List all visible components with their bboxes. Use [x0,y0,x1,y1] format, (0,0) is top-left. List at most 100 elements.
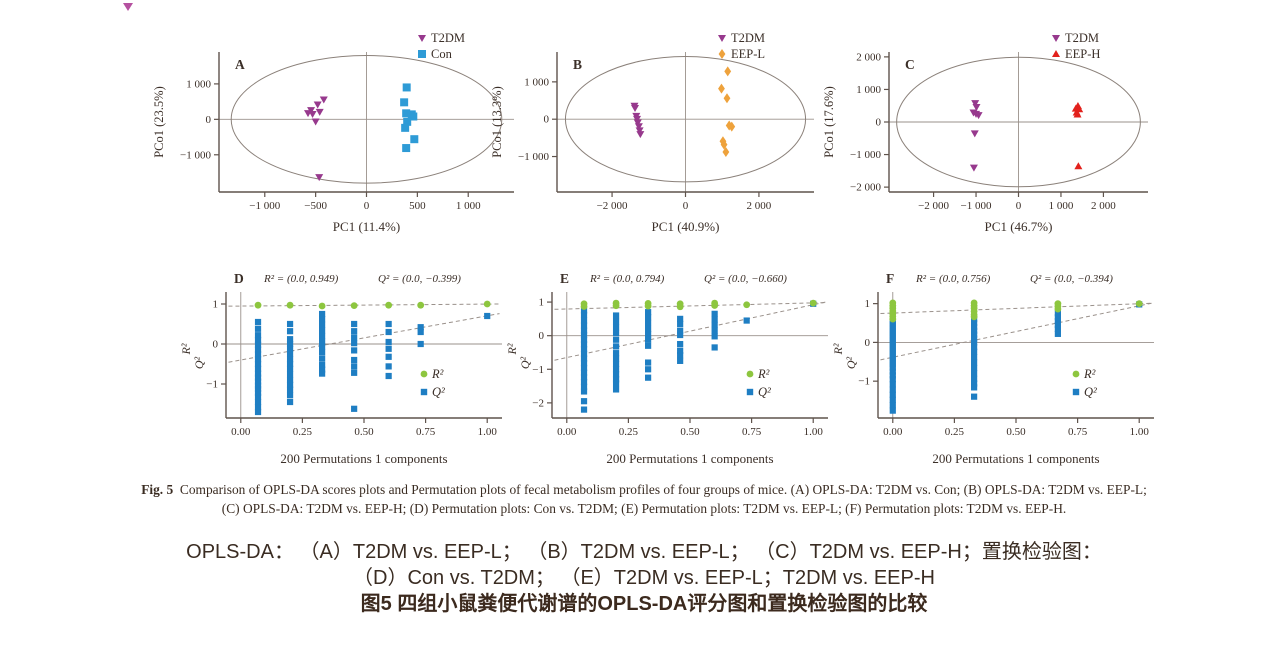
axes-F: −1 0 1 0.00 0.25 0.50 0.75 1.00 200 Permutations… [832,271,1154,466]
chart-canvas-C: −2 000 −1 000 0 1 000 2 000 −2 000 −1 000 0 1 00… [822,31,1148,234]
svg-text:0.25: 0.25 [619,426,639,438]
stray-triangle-artifact [123,3,133,11]
svg-text:0: 0 [1016,200,1022,212]
q2-annotation: Q² = (0.0, −0.660) [704,273,787,285]
r2-points [889,299,1143,323]
svg-text:Con: Con [431,47,453,61]
svg-text:−2 000: −2 000 [918,200,949,212]
axes-A: −1 000 0 1 000 −1 000 −500 0 500 1 000 PC1 (11.4… [152,52,514,234]
svg-text:0.00: 0.00 [883,426,903,438]
permutation-plot-E: −2 −1 0 1 0.00 0.25 0.50 0.75 1.00 200 Permutatio… [506,268,836,472]
svg-text:R²: R² [180,343,193,355]
plot-area-D [226,292,502,418]
svg-text:−1 000: −1 000 [518,151,549,163]
svg-text:R²: R² [832,343,845,355]
r2-points [580,299,817,311]
legend-C: T2DM EEP-H [1052,31,1100,61]
svg-text:0: 0 [539,330,545,342]
caption-zh-line1: OPLS-DA： （A）T2DM vs. EEP-L； （B）T2DM vs. … [186,541,1102,563]
legend-D: R² Q² [420,367,445,399]
svg-text:−1 000: −1 000 [850,149,881,161]
svg-text:R²: R² [506,343,519,355]
plot-area-F [878,292,1154,418]
svg-text:0.50: 0.50 [680,426,700,438]
chart-canvas-A: −1 000 0 1 000 −1 000 −500 0 500 1 000 PC1 (11.4… [152,31,514,234]
svg-text:0.00: 0.00 [557,426,577,438]
hotelling-ellipse [230,55,503,184]
r2-regression-line [554,302,826,310]
panel-letter: E [560,271,569,286]
series-eep-l [718,66,736,158]
svg-text:PCo1 (13.3%): PCo1 (13.3%) [490,86,504,158]
svg-text:PC1 (46.7%): PC1 (46.7%) [985,219,1053,234]
caption-zh-title: 图5 四组小鼠粪便代谢谱的OPLS-DA评分图和置换检验图的比较 [360,593,928,615]
svg-text:500: 500 [409,200,426,212]
figure-number-label: Fig. 5 [141,482,174,497]
svg-text:1: 1 [865,298,871,310]
svg-text:R²: R² [757,367,770,381]
svg-text:200 Permutations 1 components: 200 Permutations 1 components [932,451,1099,466]
svg-text:0.50: 0.50 [1006,426,1026,438]
chart-canvas-E: −2 −1 0 1 0.00 0.25 0.50 0.75 1.00 200 Permutatio… [506,271,828,466]
svg-text:−1 000: −1 000 [180,149,211,161]
q2-points [580,300,817,413]
series-con [400,83,419,153]
svg-text:0: 0 [206,114,212,126]
chart-canvas-D: −1 0 1 0.00 0.25 0.50 0.75 1.00 200 Permutations… [180,271,502,466]
q2-points [889,301,1143,414]
figure-caption-english: Fig. 5 Comparison of OPLS-DA scores plot… [134,481,1154,518]
opls-da-scores-plot-B: −1 000 0 1 000 −2 000 0 2 000 PC1 (40.9%) PCo1 … [488,26,822,240]
permutation-plot-F: −1 0 1 0.00 0.25 0.50 0.75 1.00 200 Permutations… [832,268,1162,472]
svg-text:−1: −1 [532,364,544,376]
r2-regression-line [228,303,500,307]
svg-text:1 000: 1 000 [524,76,549,88]
panel-letter: F [886,271,894,286]
svg-text:2 000: 2 000 [1091,200,1116,212]
opls-da-scores-plot-C: −2 000 −1 000 0 1 000 2 000 −2 000 −1 000 0 1 00… [820,26,1156,240]
q2-regression-line [880,302,1152,361]
legend-B: T2DM EEP-L [718,31,765,61]
q2-regression-line [554,301,826,361]
svg-text:0.25: 0.25 [945,426,965,438]
series-t2dm [304,96,328,182]
q2-regression-line [228,313,500,363]
svg-text:2 000: 2 000 [747,200,772,212]
svg-text:0.75: 0.75 [742,426,762,438]
opls-da-scores-plot-A: −1 000 0 1 000 −1 000 −500 0 500 1 000 PC1 (11.4… [150,26,522,240]
series-t2dm [630,102,645,139]
svg-text:1.00: 1.00 [1130,426,1150,438]
hotelling-ellipse [896,56,1141,188]
series-eep-h [1071,102,1084,170]
svg-text:T2DM: T2DM [431,31,465,45]
svg-text:0: 0 [865,337,871,349]
panel-letter: B [573,57,582,72]
svg-text:Q²: Q² [432,385,445,399]
panel-letter: A [235,57,245,72]
panel-letter: D [234,271,244,286]
svg-text:0: 0 [544,114,550,126]
svg-text:1.00: 1.00 [478,426,498,438]
svg-text:0.25: 0.25 [293,426,313,438]
panel-letter: C [905,57,915,72]
svg-text:R²: R² [1083,367,1096,381]
svg-text:EEP-H: EEP-H [1065,47,1100,61]
legend-E: R² Q² [746,367,771,399]
plot-area-A [219,52,514,192]
chart-canvas-F: −1 0 1 0.00 0.25 0.50 0.75 1.00 200 Permutations… [832,271,1154,466]
svg-text:0.50: 0.50 [354,426,374,438]
svg-text:T2DM: T2DM [1065,31,1099,45]
svg-text:0: 0 [876,117,882,129]
axes-E: −2 −1 0 1 0.00 0.25 0.50 0.75 1.00 200 Permutatio… [506,271,828,466]
figure-caption-chinese: OPLS-DA： （A）T2DM vs. EEP-L； （B）T2DM vs. … [0,539,1288,617]
r2-annotation: R² = (0.0, 0.756) [915,273,991,285]
svg-text:1 000: 1 000 [186,78,211,90]
svg-text:0.75: 0.75 [416,426,436,438]
svg-text:0: 0 [683,200,689,212]
svg-text:T2DM: T2DM [731,31,765,45]
svg-text:PCo1 (17.6%): PCo1 (17.6%) [822,86,836,158]
caption-zh-line2: （D）Con vs. T2DM； （E）T2DM vs. EEP-L；T2DM … [353,567,935,589]
svg-text:PC1 (40.9%): PC1 (40.9%) [652,219,720,234]
svg-text:1 000: 1 000 [1049,200,1074,212]
svg-text:−2 000: −2 000 [850,182,881,194]
svg-text:−1: −1 [858,376,870,388]
